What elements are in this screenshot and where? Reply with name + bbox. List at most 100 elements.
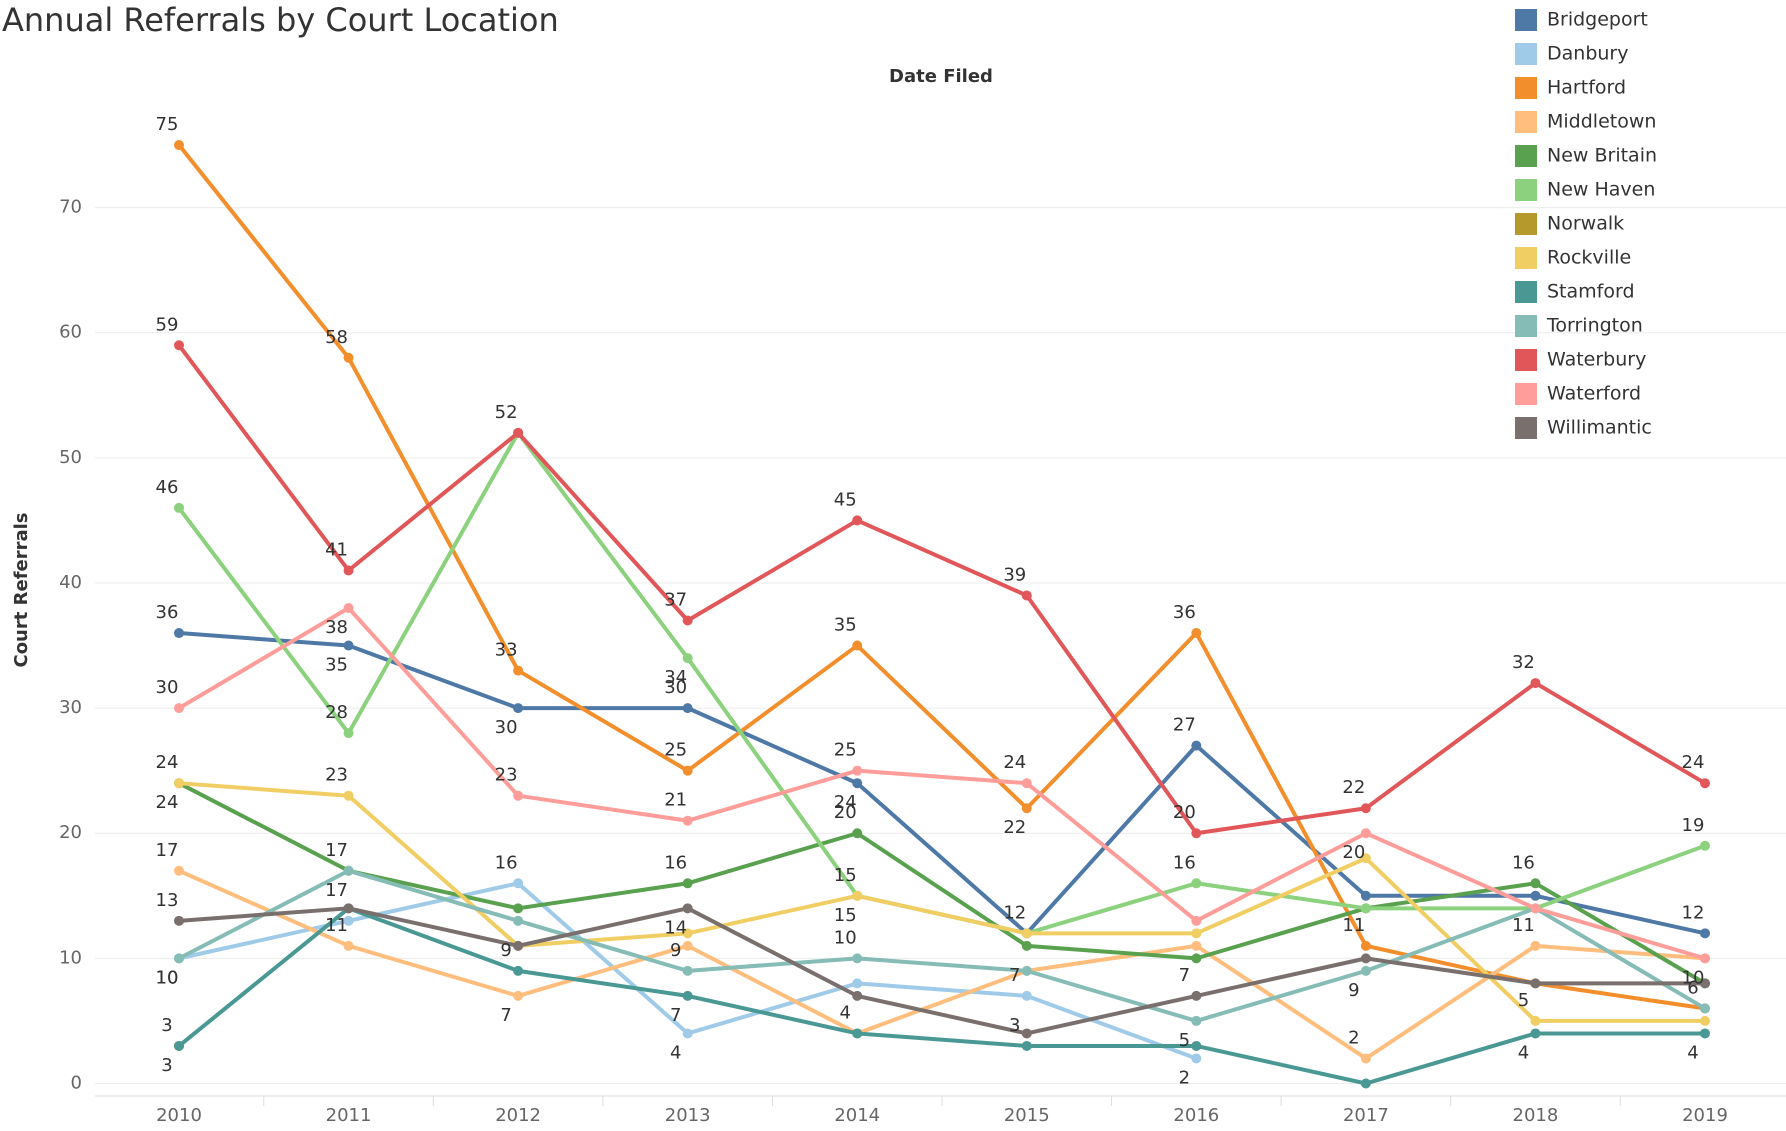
point	[1191, 953, 1202, 964]
point	[1360, 1078, 1371, 1089]
point	[1700, 978, 1710, 989]
point	[1191, 990, 1202, 1001]
point	[1700, 1028, 1710, 1039]
chart-title: Annual Referrals by Court Location	[2, 1, 559, 39]
data-label: 30	[156, 677, 179, 698]
data-label: 34	[664, 667, 687, 688]
point	[343, 865, 354, 876]
point	[1191, 1040, 1202, 1051]
data-label: 32	[1512, 652, 1535, 673]
point	[1191, 928, 1202, 939]
data-label: 3	[161, 1055, 172, 1076]
data-label: 5	[1518, 990, 1529, 1011]
point	[343, 903, 354, 914]
point	[343, 728, 354, 739]
point	[1191, 915, 1202, 926]
data-label: 22	[1003, 817, 1026, 838]
data-label: 2	[1179, 1067, 1190, 1088]
point	[1700, 778, 1710, 789]
data-label: 20	[834, 802, 857, 823]
legend-label: Waterford	[1547, 383, 1641, 405]
data-label: 9	[1348, 980, 1359, 1001]
data-label: 35	[325, 655, 348, 676]
point	[174, 140, 184, 151]
data-label: 25	[834, 740, 857, 761]
legend-swatch	[1515, 43, 1537, 65]
grid	[95, 207, 1786, 1084]
series-line	[178, 906, 1705, 1036]
data-label: 30	[495, 717, 518, 738]
x-tick-label: 2010	[156, 1105, 202, 1126]
point	[174, 340, 184, 351]
point	[1530, 1028, 1541, 1039]
x-tick-label: 2013	[665, 1105, 711, 1126]
series-line	[178, 868, 1707, 1023]
legend-label: Rockville	[1547, 247, 1631, 269]
point	[1530, 678, 1541, 689]
point	[1021, 1040, 1032, 1051]
legend-label: Danbury	[1547, 43, 1628, 65]
legend-label: Norwalk	[1547, 213, 1624, 235]
y-tick-label: 60	[59, 322, 82, 343]
point	[343, 915, 354, 926]
data-label: 7	[1009, 965, 1020, 986]
point	[682, 1028, 693, 1039]
data-label: 12	[1003, 902, 1026, 923]
data-label: 24	[1682, 752, 1705, 773]
point	[1530, 903, 1541, 914]
legend-label: Hartford	[1547, 77, 1626, 99]
series-line	[177, 143, 1706, 1011]
x-tick-label: 2014	[834, 1105, 880, 1126]
data-label: 52	[495, 402, 518, 423]
point	[1021, 940, 1032, 951]
point	[1700, 953, 1710, 964]
series-line	[177, 606, 1706, 961]
point	[682, 815, 693, 826]
legend-label: New Haven	[1547, 179, 1655, 201]
point	[1530, 890, 1541, 901]
point	[852, 978, 863, 989]
point	[852, 515, 863, 526]
point	[1191, 878, 1202, 889]
point	[852, 640, 863, 651]
point	[174, 915, 184, 926]
point	[174, 865, 184, 876]
data-label: 19	[1682, 815, 1705, 836]
data-label: 27	[1173, 715, 1196, 736]
data-label: 23	[325, 765, 348, 786]
series-line	[177, 906, 1705, 1086]
point	[174, 1040, 184, 1051]
x-axis-title: Date Filed	[889, 66, 993, 87]
point	[174, 628, 184, 639]
data-label: 10	[156, 967, 179, 988]
legend-label: Middletown	[1547, 111, 1656, 133]
data-label: 4	[1687, 1042, 1698, 1063]
point	[1021, 778, 1032, 789]
point	[682, 765, 693, 776]
point	[513, 427, 524, 438]
point	[1021, 803, 1032, 814]
data-label: 21	[664, 790, 687, 811]
point	[513, 703, 524, 714]
data-label: 22	[1342, 777, 1365, 798]
legend-swatch	[1515, 111, 1537, 133]
point	[1360, 903, 1371, 914]
data-label: 17	[156, 840, 179, 861]
data-label: 16	[1173, 852, 1196, 873]
point	[1360, 940, 1371, 951]
data-label: 35	[834, 615, 857, 636]
data-label: 30	[664, 677, 687, 698]
data-label: 17	[325, 880, 348, 901]
data-label: 4	[670, 1042, 681, 1063]
point	[513, 990, 524, 1001]
point	[682, 703, 693, 714]
legend-swatch	[1515, 9, 1537, 31]
data-label: 10	[1682, 967, 1705, 988]
point	[1191, 940, 1202, 951]
y-tick-label: 70	[59, 197, 82, 218]
data-label: 4	[1518, 1042, 1529, 1063]
point	[1360, 853, 1371, 864]
y-tick-label: 50	[59, 447, 82, 468]
data-label: 17	[325, 840, 348, 861]
legend-label: Stamford	[1547, 281, 1635, 303]
